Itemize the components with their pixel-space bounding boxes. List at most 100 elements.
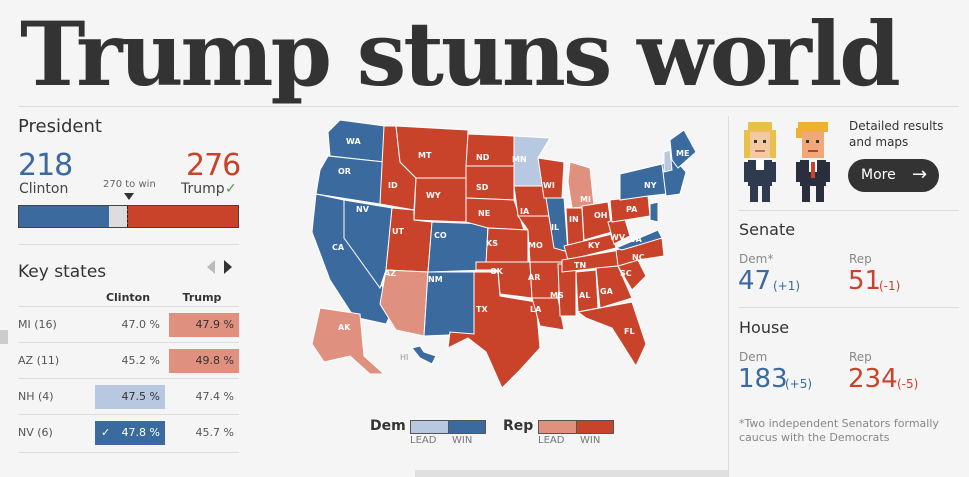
state-label: FL [624,327,635,336]
state-label: CO [434,231,447,240]
column-divider [728,116,729,477]
senate-divider [738,307,959,308]
trump-pct: 45.7 % [195,425,234,439]
house-dem-change: (+5) [785,377,813,391]
table-row[interactable]: MI (16) 47.0 % 47.9 % [18,306,239,343]
clinton-name: Clinton [19,181,69,197]
state-label: ND [476,153,490,162]
winner-check-icon: ✓ [225,181,237,197]
senate-footnote: *Two independent Senators formally caucu… [739,417,939,444]
state-label: NY [644,181,657,190]
table-row[interactable]: NH (4) 47.5 % 47.4 % [18,378,239,415]
more-button[interactable]: More → [848,159,939,192]
state-label: WY [426,191,441,200]
trump-electoral-votes: 276 [186,148,241,183]
clinton-pct: 45.2 % [121,353,160,367]
undecided-bar [109,206,127,227]
col-clinton: Clinton [105,290,151,304]
state-label: ME [676,149,689,158]
state-label: UT [392,227,404,236]
electoral-bar [18,205,239,228]
state-wy [413,177,467,223]
state-label: HI [400,353,408,362]
header-divider [18,106,959,107]
state-ga [595,265,633,309]
state-label: WI [543,181,555,190]
house-rep-change: (-5) [897,377,919,391]
house-title: House [739,318,790,337]
state-nh [663,149,673,173]
key-states-table: Clinton Trump MI (16) 47.0 % 47.9 % AZ (… [18,288,239,450]
state-name: AZ [18,354,34,367]
state-ak [311,307,386,375]
table-row[interactable]: NV (6) ✓ 47.8 % 45.7 % [18,414,239,450]
state-label: MI [580,195,591,204]
section-divider [18,244,239,245]
clinton-avatar [744,122,776,202]
trump-name: Trump [181,181,225,197]
legend-rep-win-swatch [575,421,613,433]
state-label: NM [428,275,443,284]
state-label: VA [630,235,643,244]
state-label: IN [569,215,579,224]
house-dem-label: Dem [739,350,768,364]
state-hi [411,345,437,365]
state-oh [581,201,613,241]
table-row[interactable]: AZ (11) 45.2 % 49.8 % [18,342,239,379]
state-label: AR [528,273,540,282]
state-label: MO [528,241,543,250]
table-bottom-rule [18,452,239,453]
threshold-marker-icon [124,193,134,200]
clinton-pct: 47.0 % [121,317,160,331]
state-label: OR [338,167,351,176]
state-label: MT [418,151,432,160]
next-arrow-icon[interactable] [224,260,232,274]
state-me [669,129,697,169]
legend-dem-label: Dem [370,418,406,434]
state-label: SD [476,183,489,192]
senate-dem-change: (+1) [773,279,801,293]
clinton-pct: 47.5 % [95,384,165,409]
win-check-icon: ✓ [101,425,111,439]
state-ev: (11) [36,354,60,367]
clinton-electoral-votes: 218 [18,148,73,183]
side-marker [0,330,8,344]
state-az [379,269,429,337]
clinton-pct-win: ✓ 47.8 % [95,420,165,445]
state-label: OH [594,211,608,220]
senate-dem-label: Dem* [739,252,774,266]
trump-pct: 47.4 % [195,389,234,403]
state-label: NE [478,209,490,218]
bottom-bar [415,470,728,477]
state-va [614,229,663,251]
state-label: GA [600,287,614,296]
legend-dem-swatch [410,420,486,434]
state-label: WA [346,137,361,146]
prev-arrow-icon[interactable] [207,260,215,274]
state-label: NV [356,205,370,214]
headline: Trump stuns world [20,2,901,106]
president-title: President [18,116,102,137]
threshold-line [127,206,128,227]
legend-rep-lead-swatch [539,421,576,433]
state-tx [447,271,541,389]
state-ev: (16) [34,318,57,331]
state-label: WV [610,233,626,242]
clinton-bar [19,206,109,227]
state-label: OK [490,267,504,276]
state-name: MI [18,318,31,331]
trump-pct: 47.9 % [169,312,239,337]
senate-rep-label: Rep [849,252,872,266]
house-dem-value: 183 [738,364,788,394]
state-sd [465,165,515,201]
state-label: AL [579,291,590,300]
legend-dem-win: WIN [452,435,473,446]
house-rep-label: Rep [849,350,872,364]
state-label: AK [338,323,351,332]
state-label: MS [550,291,564,300]
state-label: IA [520,207,530,216]
us-election-map[interactable]: WA OR CA NV ID MT WY UT CO AZ NM ND SD N… [300,112,710,412]
state-label: KS [486,239,498,248]
state-label: CA [332,243,345,252]
state-ny [619,163,667,201]
